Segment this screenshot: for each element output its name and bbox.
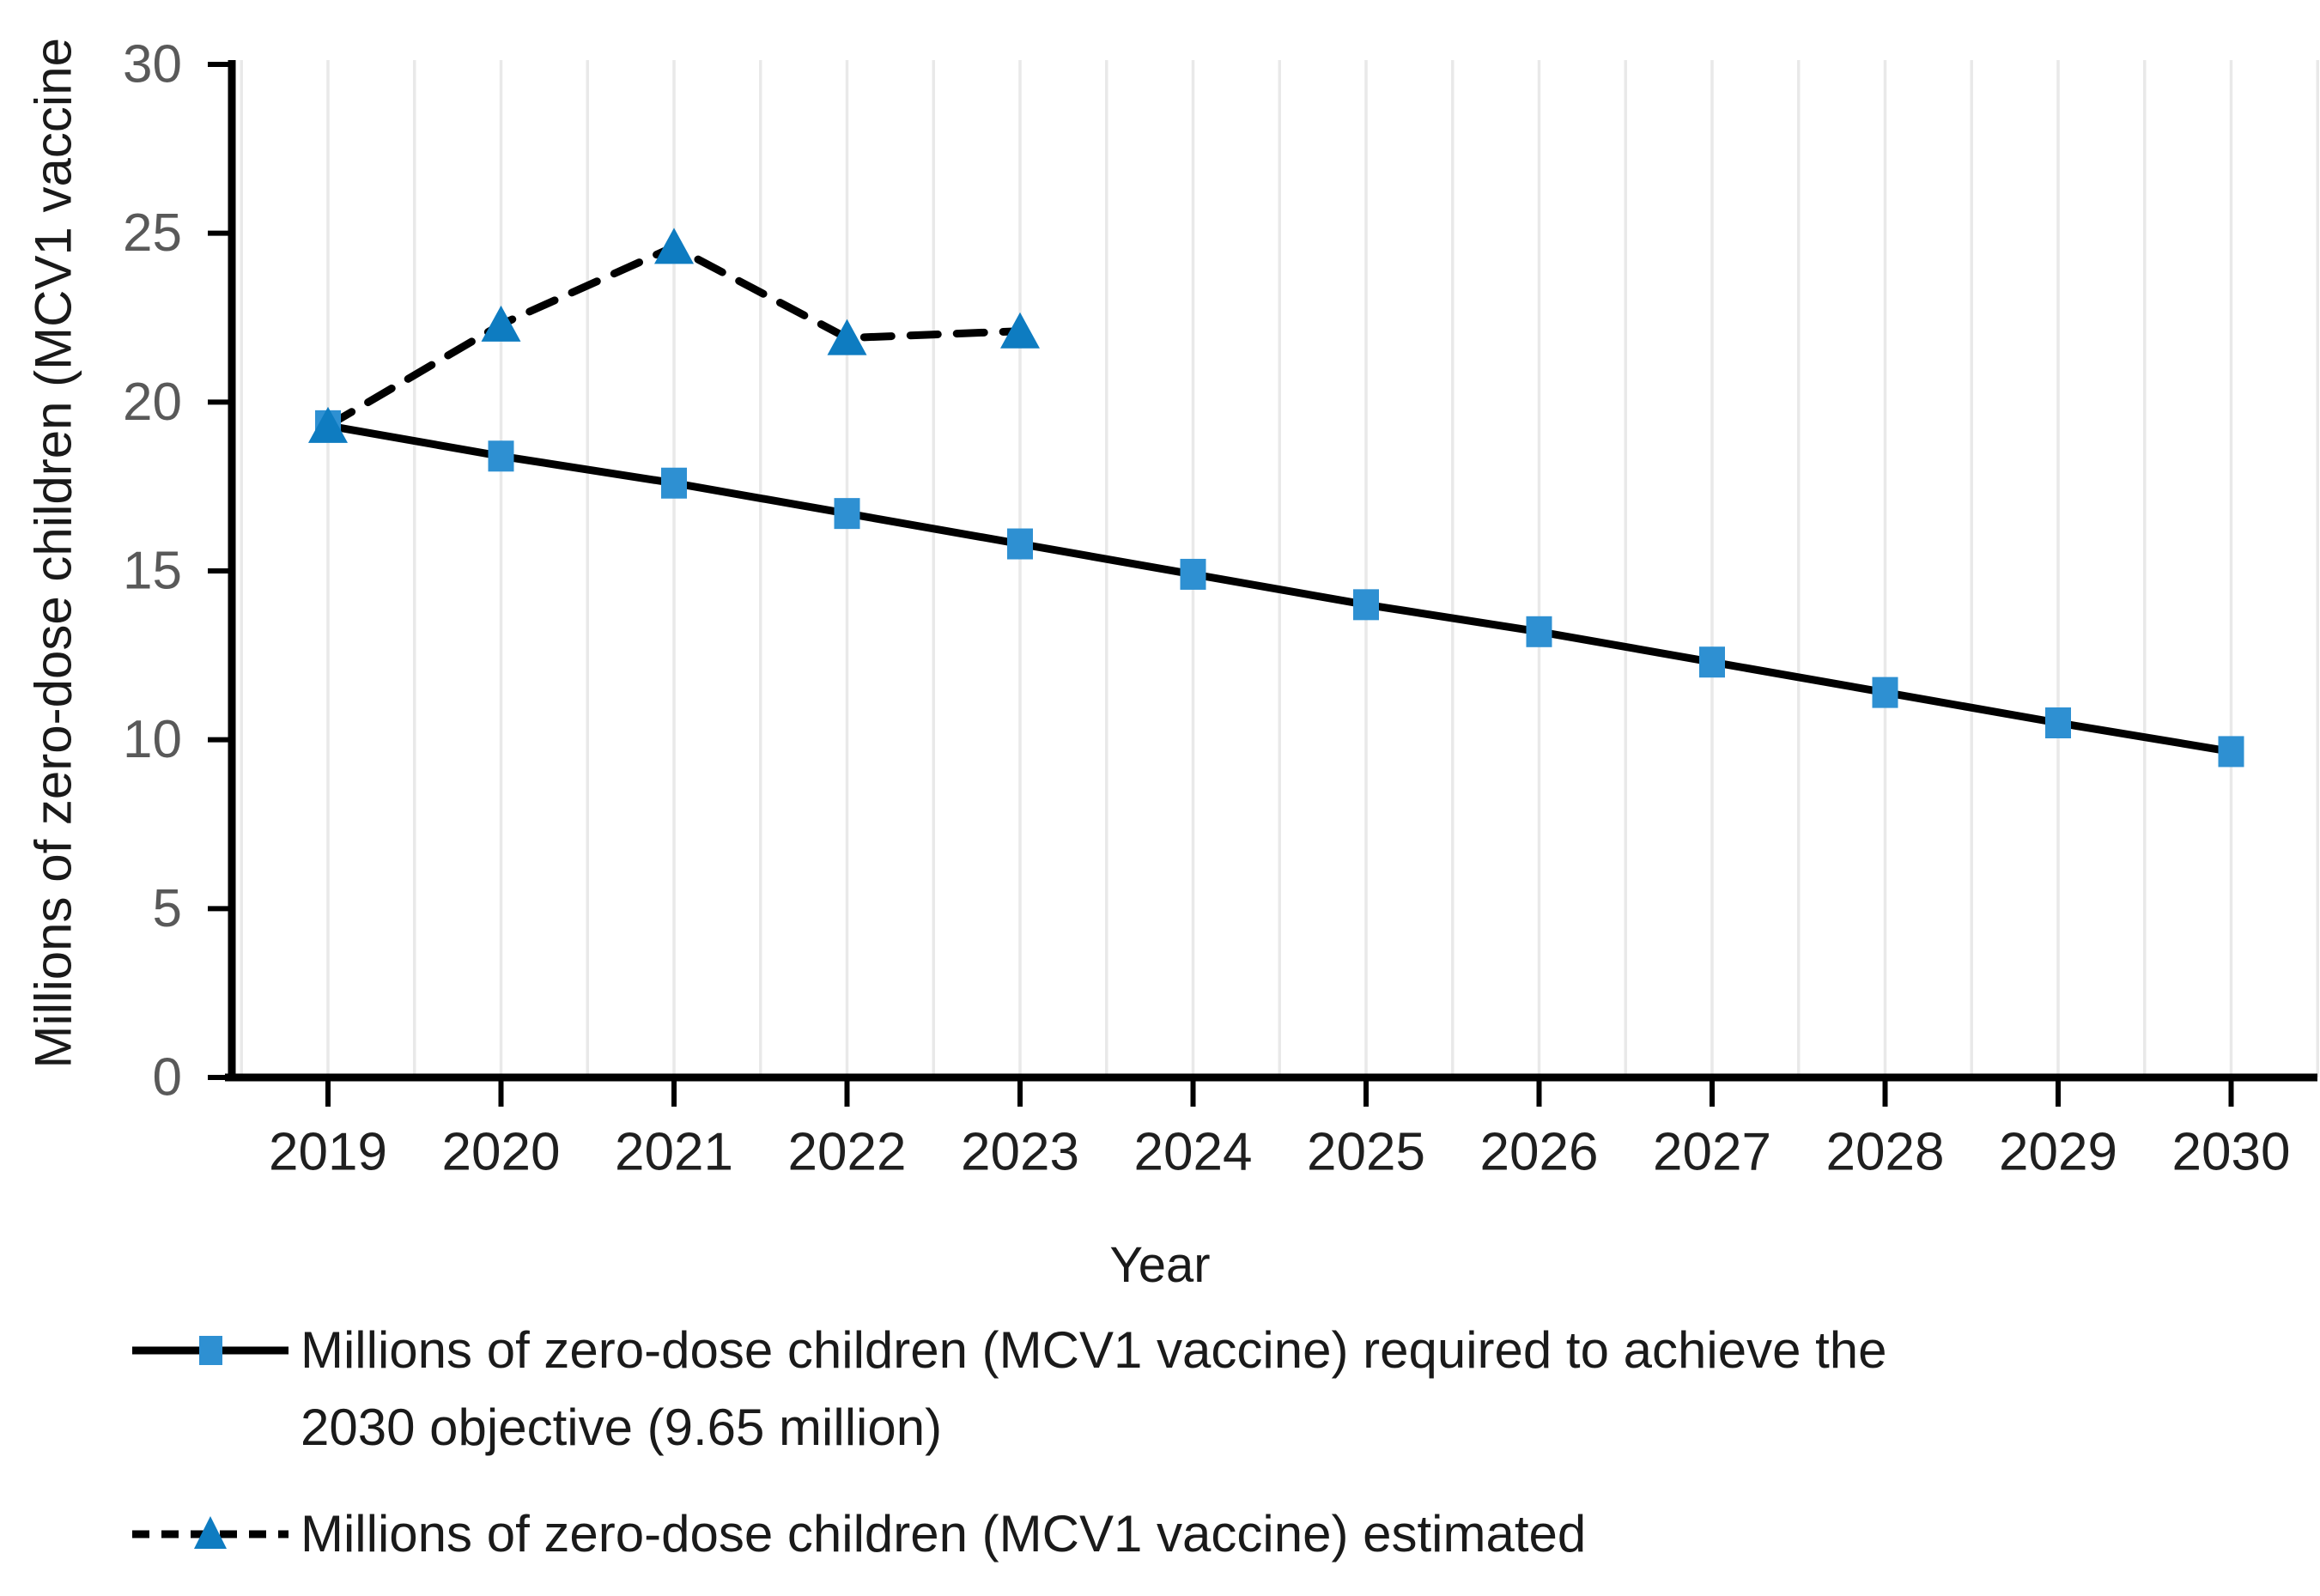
legend-label-required-line2: 2030 objective (9.65 million): [301, 1399, 943, 1456]
x-tick-label: 2029: [1999, 1123, 2117, 1182]
y-axis-title: Millions of zero-dose children (MCV1 vac…: [24, 38, 82, 1069]
data-point-square: [1526, 616, 1552, 647]
legend-label-required: Millions of zero-dose children (MCV1 vac…: [301, 1312, 1887, 1466]
data-point-square: [1353, 589, 1379, 621]
x-tick-label: 2026: [1480, 1123, 1599, 1182]
x-tick-label: 2024: [1134, 1123, 1253, 1182]
x-axis-title: Year: [1109, 1237, 1211, 1293]
x-tick-label: 2019: [269, 1123, 387, 1182]
y-tick-label: 15: [123, 542, 182, 601]
x-tick-label: 2021: [615, 1123, 733, 1182]
x-tick-label: 2022: [788, 1123, 907, 1182]
legend-item-estimated: Millions of zero-dose children (MCV1 vac…: [129, 1496, 1586, 1573]
x-tick-label: 2028: [1826, 1123, 1945, 1182]
x-tick-label: 2020: [442, 1123, 561, 1182]
data-point-triangle: [308, 406, 348, 443]
legend-item-required: Millions of zero-dose children (MCV1 vac…: [129, 1312, 1887, 1466]
data-point-square: [1007, 528, 1033, 560]
data-point-square: [1180, 558, 1206, 590]
data-point-square: [2218, 736, 2244, 768]
legend-marker-dashed-triangle-icon: [129, 1496, 292, 1573]
data-point-triangle: [827, 319, 867, 355]
series-line-required: [324, 422, 2235, 756]
data-point-triangle: [481, 305, 521, 342]
y-tick-label: 25: [123, 203, 182, 263]
legend-label-estimated-line1: Millions of zero-dose children (MCV1 vac…: [301, 1505, 1587, 1563]
y-tick-label: 5: [153, 879, 182, 938]
data-point-square: [1872, 677, 1898, 708]
x-tick-label: 2025: [1307, 1123, 1425, 1182]
data-point-square: [1699, 646, 1725, 678]
data-point-triangle: [654, 228, 694, 264]
x-tick-label: 2023: [961, 1123, 1079, 1182]
data-point-square: [661, 467, 687, 499]
data-point-square: [834, 498, 860, 530]
data-point-square: [2045, 707, 2071, 738]
data-point-square: [488, 440, 514, 472]
y-tick-label: 30: [123, 35, 182, 94]
data-point-triangle: [1000, 312, 1040, 349]
y-tick-label: 10: [123, 710, 182, 769]
x-tick-label: 2027: [1653, 1123, 1771, 1182]
legend-label-estimated: Millions of zero-dose children (MCV1 vac…: [301, 1496, 1586, 1573]
y-tick-label: 20: [123, 373, 182, 432]
legend-label-required-line1: Millions of zero-dose children (MCV1 vac…: [301, 1321, 1887, 1379]
x-tick-label: 2030: [2172, 1123, 2291, 1182]
legend-marker-solid-square-icon: [129, 1312, 292, 1389]
y-tick-label: 0: [153, 1048, 182, 1107]
